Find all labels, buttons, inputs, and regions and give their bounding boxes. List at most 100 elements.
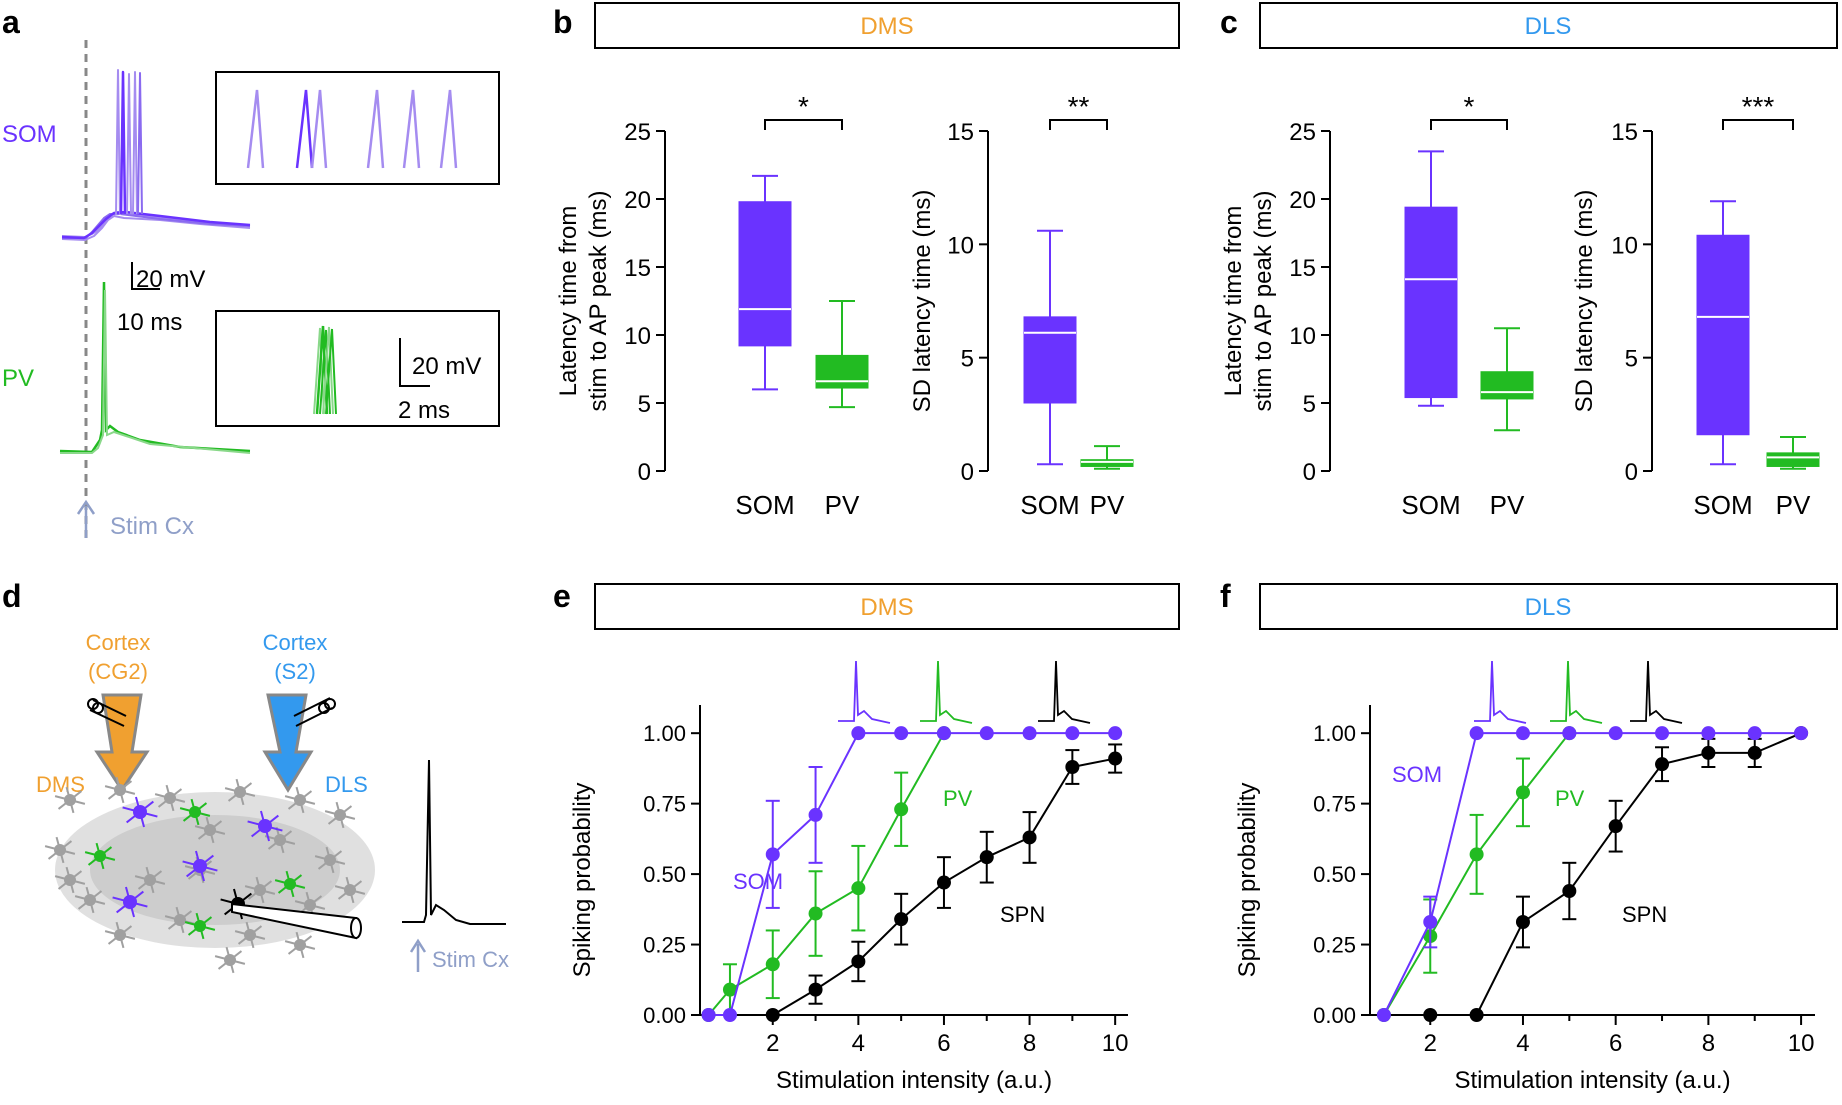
y-tick-label: 15 xyxy=(1289,255,1316,282)
y-axis-label: Spiking probability xyxy=(1234,783,1261,978)
example-spike-pv xyxy=(1550,660,1603,724)
region-label-e: DMS xyxy=(860,594,913,621)
dls-region-label: DLS xyxy=(325,772,368,797)
data-point-som xyxy=(851,726,866,741)
som-neuron xyxy=(247,810,283,842)
spn-neuron-gray xyxy=(74,886,106,914)
series-line-spn xyxy=(1430,732,1802,1016)
y-tick-label: 0.25 xyxy=(1313,933,1356,958)
data-point-pv xyxy=(765,957,780,972)
y-tick-label: 20 xyxy=(624,187,651,214)
x-tick-label: 6 xyxy=(1609,1030,1622,1057)
pv-trace-label: PV xyxy=(2,365,34,392)
y-tick-label: 1.00 xyxy=(1313,721,1356,746)
box-pv xyxy=(1766,452,1820,467)
data-point-spn xyxy=(1747,745,1762,760)
data-point-som xyxy=(1065,726,1080,741)
y-tick-label: 0 xyxy=(961,459,974,486)
data-point-som xyxy=(936,726,951,741)
neuron-soma xyxy=(284,878,296,890)
region-box-c xyxy=(1259,2,1838,49)
recording-pipette xyxy=(231,902,362,940)
y-tick-label: 10 xyxy=(1611,232,1638,259)
scale-bar-1-time: 10 ms xyxy=(117,309,182,336)
significance-stars: *** xyxy=(1742,91,1775,122)
region-label-b: DMS xyxy=(860,13,913,40)
data-point-spn xyxy=(894,912,909,927)
y-tick-label: 0 xyxy=(638,459,651,486)
chart-b-latency: 0 5 10 15 20 25 Latency time from stim to AP pe… xyxy=(555,91,869,520)
y-tick-label: 0.00 xyxy=(643,1003,686,1028)
neuron-soma xyxy=(194,920,206,932)
data-point-spn xyxy=(979,850,994,865)
y-tick-label: 10 xyxy=(1289,323,1316,350)
y-tick-label: 25 xyxy=(624,119,651,146)
data-point-spn xyxy=(1065,760,1080,774)
scale-bar-1 xyxy=(131,262,160,290)
box-som xyxy=(1023,316,1077,404)
x-tick-label: 8 xyxy=(1023,1030,1036,1057)
pv-inset-spikes xyxy=(313,325,337,415)
y-tick-label: 15 xyxy=(624,255,651,282)
y-axis-label-line: SD latency time (ms) xyxy=(1571,190,1598,413)
stim-label-d: Stim Cx xyxy=(432,947,509,972)
cortex-left-arrow xyxy=(94,693,150,793)
data-point-spn xyxy=(1108,751,1123,766)
box-som xyxy=(1404,206,1458,399)
data-point-som xyxy=(1108,726,1123,741)
spn-neuron-gray xyxy=(284,931,316,959)
data-point-spn xyxy=(1469,1008,1484,1022)
spn-neuron-gray xyxy=(44,836,76,864)
spn-neuron-gray xyxy=(214,946,246,974)
panel-c-header: c DLS xyxy=(1220,2,1838,49)
x-axis-label: Stimulation intensity (a.u.) xyxy=(1454,1067,1730,1094)
data-point-som xyxy=(1655,726,1670,741)
spn-neuron-gray xyxy=(154,784,186,812)
scale-bar-1-voltage: 20 mV xyxy=(136,266,205,293)
stimulating-electrode-right xyxy=(293,697,336,727)
example-spike-pv xyxy=(920,660,973,724)
neuron-soma xyxy=(294,794,306,806)
data-point-spn xyxy=(1022,830,1037,845)
pv-inset-box xyxy=(215,310,500,427)
data-point-som xyxy=(1515,726,1530,741)
chart-c-latency: 0 5 10 15 20 25 Latency time from stim to AP pe… xyxy=(1220,91,1534,520)
panel-letter-e: e xyxy=(553,578,571,614)
som-neuron xyxy=(112,886,148,918)
region-box-b xyxy=(594,2,1180,49)
y-tick-label: 0.75 xyxy=(1313,792,1356,817)
neuron-soma xyxy=(144,874,156,886)
data-point-som xyxy=(701,1008,716,1022)
som-neuron xyxy=(182,850,218,882)
som-inset-spikes xyxy=(246,89,458,169)
box-som xyxy=(1696,234,1750,436)
som-neuron xyxy=(122,796,158,828)
pv-neuron xyxy=(184,912,216,940)
neuron-soma xyxy=(193,859,207,873)
significance-bracket xyxy=(1049,119,1108,130)
stim-arrow-a xyxy=(76,499,96,538)
neuron-soma xyxy=(84,894,96,906)
data-point-pv xyxy=(808,906,823,921)
example-spike-spn xyxy=(1630,660,1683,724)
spn-example-trace xyxy=(402,759,506,925)
y-tick-label: 5 xyxy=(961,346,974,373)
box-pv xyxy=(1480,371,1534,400)
data-point-pv xyxy=(1515,785,1530,800)
neuron-soma xyxy=(324,854,336,866)
significance-bracket xyxy=(764,119,843,130)
neuron-soma xyxy=(54,844,66,856)
chart-c-sd-latency: 0 5 10 15 SD latency time (ms) SOM PV *** xyxy=(1571,91,1820,520)
spn-neuron-gray xyxy=(244,876,276,904)
spn-neuron-gray xyxy=(134,866,166,894)
pv-neuron xyxy=(274,870,306,898)
spn-neuron-gray xyxy=(314,846,346,874)
region-label-f: DLS xyxy=(1525,594,1572,621)
neuron-soma xyxy=(274,834,286,846)
x-tick-label: 4 xyxy=(852,1030,865,1057)
x-tick-label: 8 xyxy=(1702,1030,1715,1057)
x-tick-label: 2 xyxy=(1424,1030,1437,1057)
cortex-right-arrow xyxy=(262,693,314,793)
x-tick-label: 2 xyxy=(766,1030,779,1057)
data-point-som xyxy=(1608,726,1623,741)
